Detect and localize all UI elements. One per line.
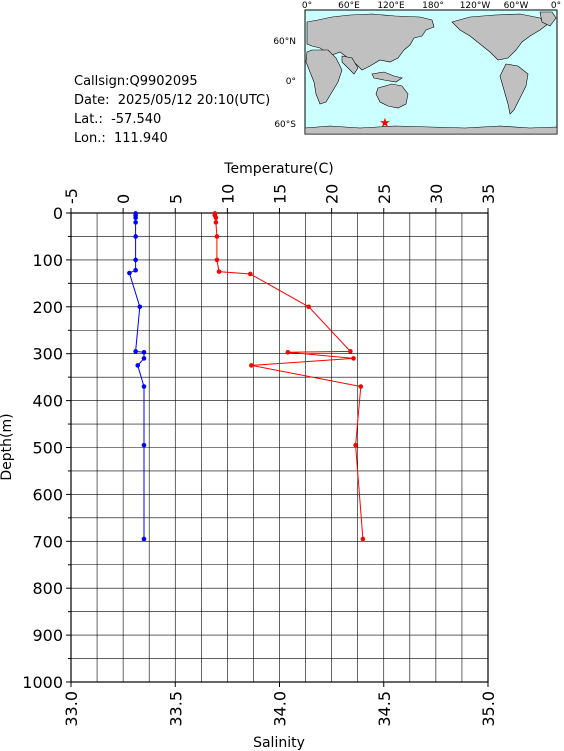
salinity-tick-label: 33.5 <box>166 691 185 727</box>
antarctica-landmass <box>304 125 558 135</box>
salinity-tick-label: 35.0 <box>479 691 498 727</box>
salinity-data-point <box>133 349 138 354</box>
y-axis-label: Depth(m) <box>0 413 15 480</box>
temperature-data-point <box>285 349 291 355</box>
x-bottom-axis-label: Salinity <box>253 735 305 751</box>
temperature-tick-label: 35 <box>479 184 498 204</box>
indonesia-landmass <box>371 71 403 83</box>
depth-tick-label: 800 <box>32 579 63 598</box>
depth-tick-label: 900 <box>32 626 63 645</box>
africa-landmass <box>305 49 343 105</box>
salinity-profile-line <box>128 213 145 539</box>
temperature-data-point <box>213 220 219 225</box>
temperature-data-point <box>214 234 220 239</box>
depth-tick-label: 300 <box>32 345 63 364</box>
salinity-data-point <box>141 442 147 448</box>
map-lat-ticks: 60°N 0° 60°S <box>273 37 296 130</box>
map-tick-180: 180° <box>422 1 444 11</box>
depth-tick-label: 500 <box>32 439 63 458</box>
salinity-data-point <box>133 215 138 220</box>
north-america-landmass <box>451 13 549 61</box>
temperature-tick-label: 15 <box>271 184 290 204</box>
temperature-tick-label: 25 <box>375 184 394 204</box>
temperature-tick-label: 5 <box>166 194 185 204</box>
depth-tick-label: 0 <box>53 204 63 223</box>
temperature-data-point <box>214 257 220 263</box>
salinity-tick-label: 34.0 <box>271 691 290 727</box>
temperature-data-point <box>348 349 353 354</box>
india-landmass <box>341 55 359 75</box>
temperature-tick-label: -5 <box>62 188 81 204</box>
temperature-data-point <box>213 215 219 220</box>
date-text: Date: 2025/05/12 20:10(UTC) <box>74 93 271 108</box>
salinity-data-point <box>137 304 143 310</box>
depth-tick-label: 600 <box>32 485 63 504</box>
depth-tick-label: 400 <box>32 392 63 411</box>
map-tick-60w: 60°W <box>504 1 529 11</box>
salinity-data-point <box>133 234 138 239</box>
temperature-data-point <box>249 363 254 368</box>
longitude-text: Lon.: 111.940 <box>74 131 168 146</box>
temperature-data-point <box>306 304 311 310</box>
map-lat-60s: 60°S <box>274 120 296 130</box>
salinity-tick-label: 33.0 <box>62 691 81 727</box>
temperature-tick-label: 10 <box>218 184 237 204</box>
map-location-marker: ★ <box>379 116 391 131</box>
temperature-profile-line <box>214 213 364 540</box>
salinity-data-point <box>141 384 147 389</box>
map-lat-60n: 60°N <box>273 37 296 47</box>
x-top-axis-label: Temperature(C) <box>223 161 333 177</box>
chart-grid <box>71 213 488 682</box>
callsign-text: Callsign:Q9902095 <box>74 74 198 89</box>
station-info: Callsign:Q9902095 Date: 2025/05/12 20:10… <box>74 72 270 148</box>
temperature-tick-label: 20 <box>323 184 342 204</box>
map-tick-120e: 120°E <box>377 1 405 11</box>
temperature-data-point <box>248 271 253 277</box>
salinity-data-point <box>141 349 147 355</box>
greenland-landmass <box>539 11 557 27</box>
south-america-landmass <box>499 63 529 115</box>
depth-tick-label: 100 <box>32 251 63 270</box>
salinity-data-point <box>141 536 147 542</box>
temperature-data-point <box>351 356 356 361</box>
map-tick-0-end: 0° <box>551 1 561 11</box>
salinity-data-point <box>133 220 138 225</box>
salinity-data-point <box>135 363 141 368</box>
australia-landmass <box>375 83 409 109</box>
salinity-data-point <box>141 356 147 361</box>
chart-series <box>127 211 366 542</box>
map-lat-0: 0° <box>286 77 296 87</box>
latitude-text: Lat.: -57.540 <box>74 112 162 127</box>
temperature-data-point <box>358 384 364 389</box>
depth-tick-label: 200 <box>32 298 63 317</box>
temperature-data-point <box>216 269 222 274</box>
salinity-data-point <box>133 267 138 273</box>
map-tick-0: 0° <box>302 1 312 11</box>
salinity-data-point <box>127 270 132 276</box>
temperature-data-point <box>353 442 358 448</box>
temperature-data-point <box>360 536 366 542</box>
map-land <box>304 11 558 135</box>
map-tick-120w: 120°W <box>460 1 491 11</box>
temperature-tick-label: 0 <box>114 194 133 204</box>
temperature-tick-label: 30 <box>427 184 446 204</box>
world-map: ★ 0° 60°E 120°E 180° 120°W 60°W 0° 60°N … <box>273 1 561 135</box>
map-top-ticks: 0° 60°E 120°E 180° 120°W 60°W 0° <box>302 1 561 11</box>
salinity-tick-label: 34.5 <box>375 691 394 727</box>
depth-tick-label: 700 <box>32 532 63 551</box>
depth-tick-label: 1000 <box>22 673 63 692</box>
map-tick-60e: 60°E <box>338 1 360 11</box>
salinity-data-point <box>133 257 138 263</box>
